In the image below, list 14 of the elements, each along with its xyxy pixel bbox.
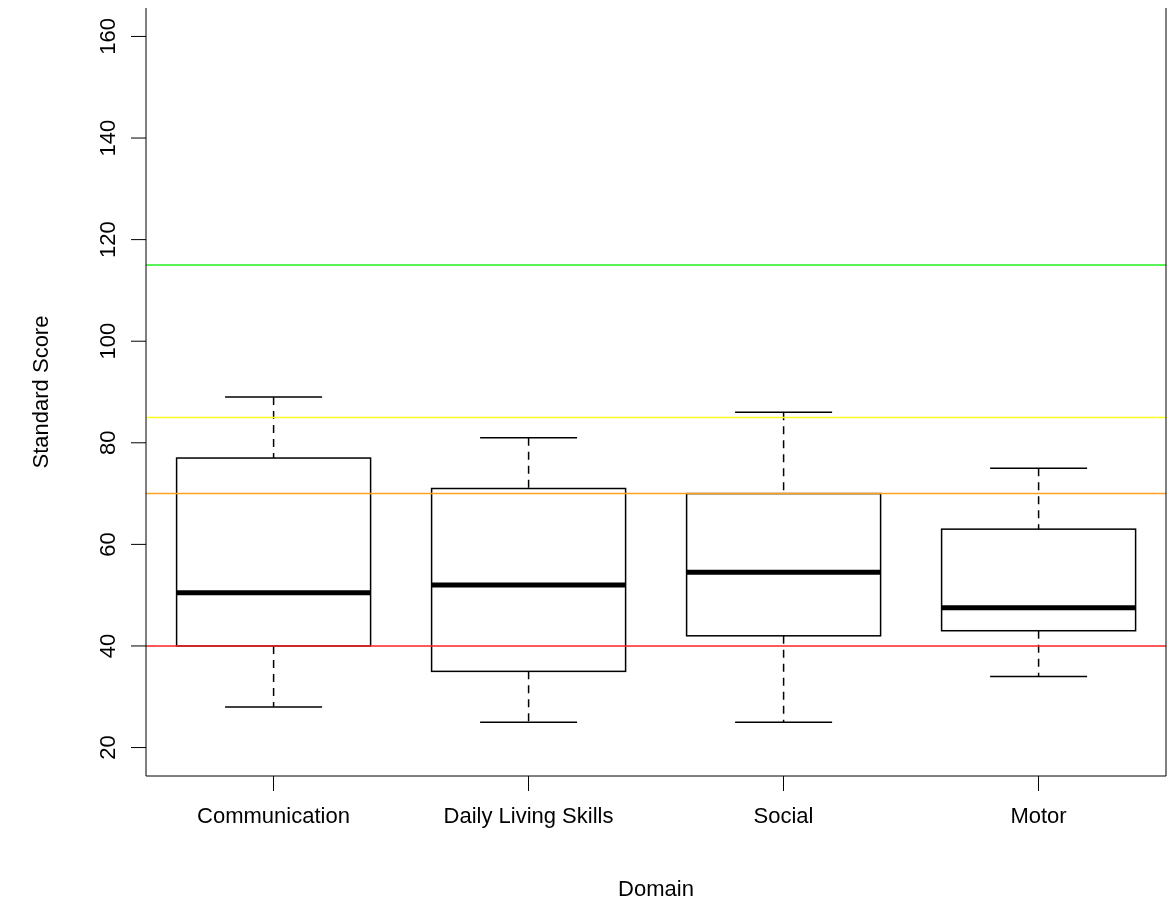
x-tick-label: Daily Living Skills <box>443 802 614 828</box>
y-tick-label: 140 <box>95 119 120 157</box>
y-tick-label: 60 <box>95 532 120 557</box>
y-tick-label: 100 <box>95 322 120 360</box>
x-axis-title: Domain <box>618 876 694 901</box>
x-tick-label: Motor <box>1010 802 1067 828</box>
x-tick-label: Communication <box>197 802 350 828</box>
y-tick-label: 40 <box>95 633 120 659</box>
y-tick-label: 80 <box>95 430 120 456</box>
y-tick-label: 120 <box>95 221 120 258</box>
y-axis-title: Standard Score <box>27 315 53 469</box>
x-tick-label: Social <box>753 802 814 828</box>
y-tick-label: 20 <box>95 735 120 760</box>
y-tick-label: 160 <box>95 18 120 55</box>
